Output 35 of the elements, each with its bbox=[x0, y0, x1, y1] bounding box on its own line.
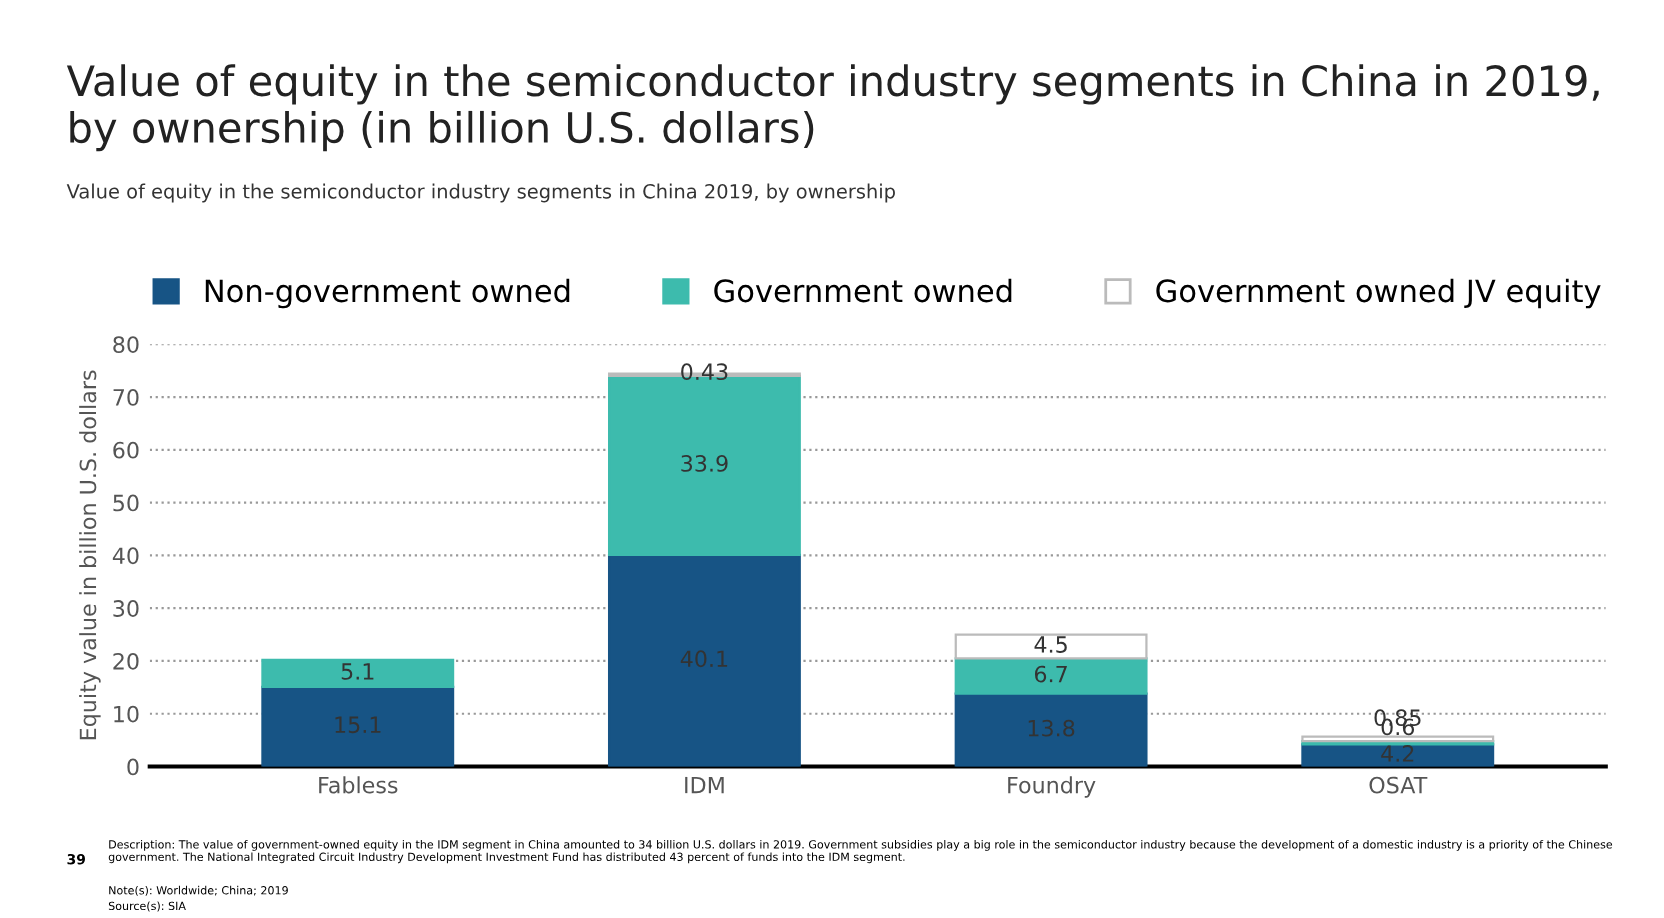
bar bbox=[261, 685, 455, 767]
data-label: 4.5 bbox=[1034, 636, 1067, 653]
y-tick-label: 40 bbox=[112, 547, 139, 565]
y-tick-label: 30 bbox=[113, 600, 139, 617]
bar bbox=[954, 633, 1148, 660]
x-tick-label: OSAT bbox=[1369, 776, 1428, 794]
bar bbox=[1301, 735, 1495, 743]
data-label: 4.2 bbox=[1381, 745, 1414, 762]
y-tick-label: 20 bbox=[113, 652, 139, 670]
legend-label: Government owned bbox=[714, 278, 1012, 303]
bar bbox=[607, 553, 801, 767]
data-label: 33.9 bbox=[681, 455, 728, 472]
y-tick-label: 10 bbox=[114, 705, 139, 723]
data-label: 6.7 bbox=[1034, 665, 1067, 683]
y-tick-label: 80 bbox=[113, 336, 139, 354]
data-label: 0.43 bbox=[681, 363, 728, 381]
bar bbox=[261, 658, 455, 688]
bar bbox=[954, 657, 1148, 695]
data-label: 15.1 bbox=[335, 716, 381, 734]
chart-title: Value of equity in the semiconductor industry segments in China in 2019, by ownership (in billion U.S. dollars) bbox=[66, 64, 1599, 152]
x-tick-label: IDM bbox=[685, 776, 724, 794]
y-tick-label: 0 bbox=[127, 758, 139, 776]
y-tick-label: 70 bbox=[113, 388, 139, 406]
data-label: 13.8 bbox=[1028, 719, 1075, 737]
legend-label: Non-government owned bbox=[205, 278, 570, 309]
y-tick-label: 50 bbox=[113, 494, 139, 512]
data-label: 5.1 bbox=[341, 663, 374, 680]
y-axis-title: Equity value in billion U.S. dollars bbox=[79, 370, 101, 740]
y-tick-label: 60 bbox=[113, 441, 139, 459]
legend-label: Government owned JV equity bbox=[1156, 278, 1601, 309]
chart-subtitle: Value of equity in the semiconductor industry segments in China 2019, by ownership bbox=[66, 183, 895, 203]
bar bbox=[954, 692, 1148, 767]
x-tick-label: Foundry bbox=[1008, 776, 1096, 798]
data-label: 40.1 bbox=[680, 650, 728, 668]
x-tick-label: Fabless bbox=[319, 776, 398, 794]
